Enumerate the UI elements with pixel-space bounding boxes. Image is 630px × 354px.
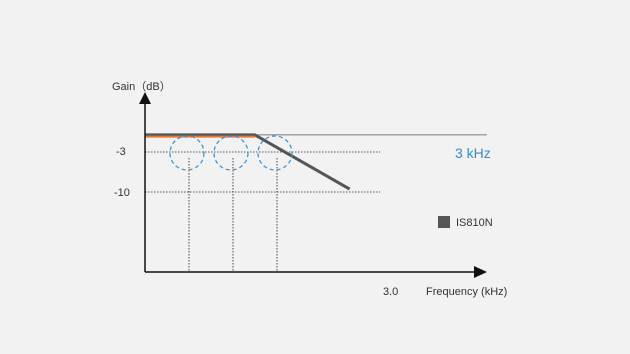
gridlines (145, 134, 487, 193)
cutoff-marker-0 (169, 135, 205, 171)
y-tick-label-minus3: -3 (116, 146, 126, 158)
legend-swatch (438, 216, 450, 228)
cutoff-markers (169, 135, 293, 171)
series-line-0 (145, 133, 351, 191)
y-axis-label: Gain（dB） (112, 80, 171, 93)
cutoff-marker-2 (257, 135, 293, 171)
cutoff-label: 3 kHz (455, 145, 491, 161)
cutoff-marker-1 (213, 135, 249, 171)
x-axis-arrow (474, 266, 487, 278)
x-axis-label: Frequency (kHz) (426, 286, 507, 298)
y-axis-arrow (139, 92, 151, 104)
x-tick-label-3: 3.0 (383, 286, 398, 298)
axes (139, 92, 487, 278)
y-tick-label-minus10: -10 (114, 187, 130, 199)
legend-label: IS810N (456, 217, 493, 229)
series-group (145, 133, 351, 191)
drop-lines (188, 158, 278, 272)
